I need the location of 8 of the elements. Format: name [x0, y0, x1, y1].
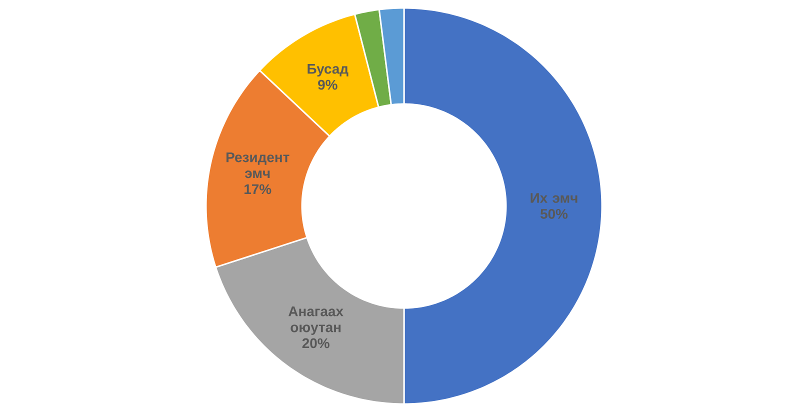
data-label: 50% — [540, 208, 568, 219]
data-label: 9% — [318, 80, 338, 90]
slice-label: Резидент эмч — [226, 152, 290, 178]
slice-label: Анагаах оюутан — [288, 306, 344, 335]
data-label: 17% — [244, 184, 272, 194]
slice-label: Их эмч — [530, 193, 578, 203]
slice-label: Бусад — [308, 64, 348, 77]
data-label: 20% — [302, 338, 330, 348]
